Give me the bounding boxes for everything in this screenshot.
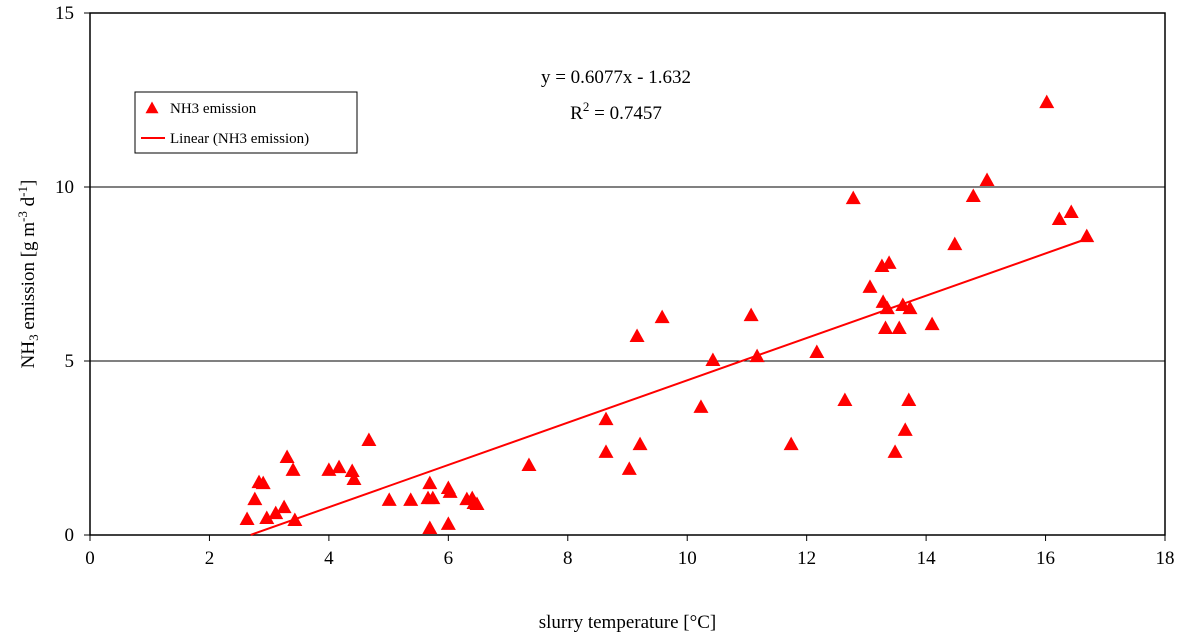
data-point xyxy=(403,492,419,506)
data-point xyxy=(598,411,614,426)
y-tick-label: 0 xyxy=(65,525,75,546)
y-axis-label-part: -3 xyxy=(15,211,30,222)
data-point xyxy=(705,352,721,366)
data-point xyxy=(521,457,537,472)
data-point xyxy=(381,492,397,506)
trendline-equation: y = 0.6077x - 1.632 xyxy=(541,67,691,88)
r2-part: = 0.7457 xyxy=(589,103,661,124)
data-point xyxy=(442,484,458,498)
x-tick-label: 10 xyxy=(678,548,697,569)
data-point xyxy=(809,344,825,358)
data-point xyxy=(654,309,670,324)
legend-box xyxy=(134,91,358,154)
r2-part: R xyxy=(570,103,583,124)
data-point xyxy=(879,300,895,315)
data-point xyxy=(901,392,917,406)
data-point xyxy=(878,320,893,334)
y-axis-label-part: d xyxy=(18,196,39,211)
x-tick-label: 8 xyxy=(563,548,573,569)
x-tick-label: 6 xyxy=(444,548,454,569)
legend-marker xyxy=(145,101,159,114)
data-point xyxy=(1063,204,1079,219)
data-point xyxy=(693,399,709,413)
data-point xyxy=(862,279,878,293)
data-point xyxy=(287,512,303,527)
data-point xyxy=(247,491,263,506)
data-point xyxy=(255,475,271,490)
data-point xyxy=(947,236,963,251)
x-axis-label: slurry temperature [°C] xyxy=(539,612,716,633)
x-tick-label: 18 xyxy=(1156,548,1175,569)
data-point xyxy=(268,505,284,520)
data-point xyxy=(845,190,861,205)
data-point xyxy=(1079,228,1095,243)
data-point xyxy=(344,463,360,477)
y-tick-label: 15 xyxy=(55,3,74,24)
trendline-r2: R2 = 0.7457 xyxy=(570,99,662,124)
data-point xyxy=(422,475,438,490)
data-point xyxy=(285,462,301,476)
data-point xyxy=(887,444,903,458)
x-tick-label: 2 xyxy=(205,548,215,569)
data-point xyxy=(422,520,438,535)
data-point xyxy=(783,436,799,451)
x-tick-label: 12 xyxy=(797,548,816,569)
data-point xyxy=(259,510,275,524)
data-point xyxy=(469,496,485,511)
data-point xyxy=(346,471,362,485)
data-point xyxy=(743,307,759,322)
y-axis-label: NH3 emission [g m-3 d-1] xyxy=(15,180,41,369)
trendline xyxy=(250,237,1088,536)
data-point xyxy=(1051,211,1067,226)
y-axis-label-part: emission [g m xyxy=(18,222,39,335)
data-point xyxy=(897,422,913,436)
data-point xyxy=(276,499,292,514)
legend: NH3 emission Linear (NH3 emission) xyxy=(134,91,358,154)
r2-part: 2 xyxy=(583,99,590,114)
x-tick-label: 4 xyxy=(324,548,334,569)
data-point xyxy=(598,444,614,458)
y-tick-label: 5 xyxy=(65,351,75,372)
data-point xyxy=(891,320,907,334)
y-axis-label-part: 3 xyxy=(26,334,41,341)
data-point xyxy=(279,449,295,464)
data-point xyxy=(749,348,765,363)
y-axis-label-part: NH xyxy=(18,341,39,369)
x-tick-label: 0 xyxy=(85,548,95,569)
legend-label: NH3 emission xyxy=(170,101,257,117)
data-point xyxy=(239,511,255,525)
data-point xyxy=(629,328,645,342)
data-point xyxy=(1039,94,1055,109)
data-point xyxy=(881,255,897,269)
data-point xyxy=(331,459,347,474)
x-tick-label: 16 xyxy=(1036,548,1055,569)
data-point xyxy=(632,436,648,451)
data-point xyxy=(621,461,637,475)
x-tick-label: 14 xyxy=(917,548,937,569)
y-axis-label-part: ] xyxy=(18,180,39,186)
data-point xyxy=(902,300,918,315)
data-point xyxy=(440,516,456,530)
legend-label: Linear (NH3 emission) xyxy=(170,131,309,147)
y-tick-label: 10 xyxy=(55,177,74,198)
data-point xyxy=(924,316,940,331)
data-point xyxy=(965,188,981,203)
data-point xyxy=(979,172,995,187)
plot-frame xyxy=(89,12,1166,536)
data-point xyxy=(425,490,441,505)
data-point xyxy=(361,432,377,446)
data-point xyxy=(837,392,853,406)
y-axis-label-part: -1 xyxy=(15,186,30,197)
